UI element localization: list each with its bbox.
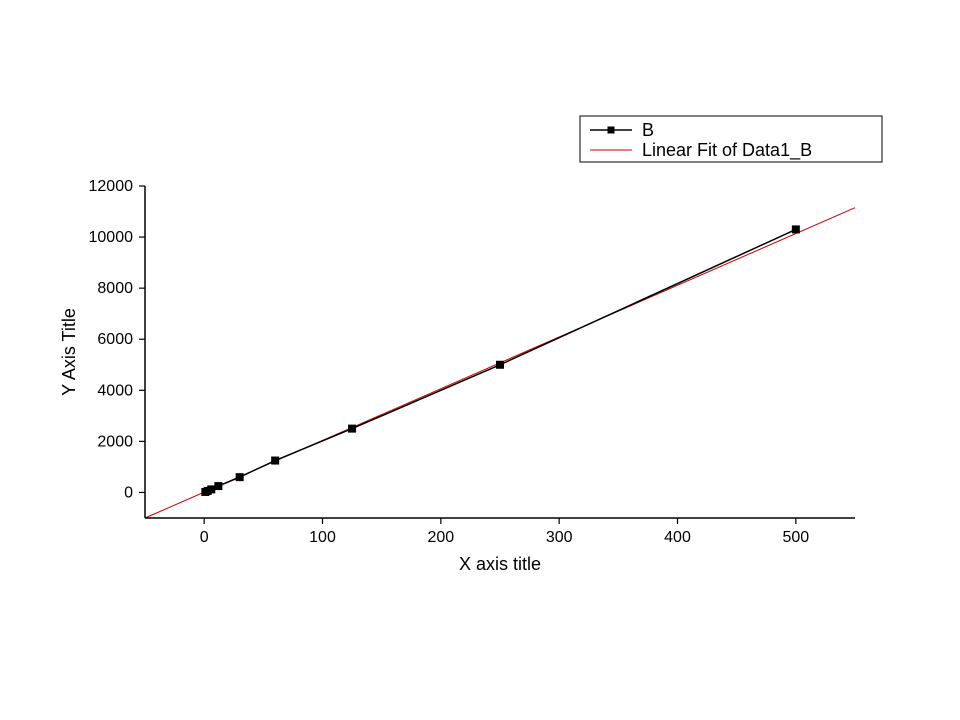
series-b-marker bbox=[792, 226, 799, 233]
legend-b-label: B bbox=[642, 120, 654, 140]
x-tick-label: 400 bbox=[664, 529, 691, 546]
legend-fit-label: Linear Fit of Data1_B bbox=[642, 140, 812, 161]
y-axis-title: Y Axis Title bbox=[59, 308, 79, 396]
series-b-marker bbox=[236, 474, 243, 481]
x-tick-label: 0 bbox=[200, 529, 209, 546]
chart-root: 0 100 200 300 400 500 X axis title 0 2000 4000 600… bbox=[0, 0, 960, 720]
series-b-marker bbox=[215, 483, 222, 490]
y-tick-label: 6000 bbox=[97, 331, 133, 348]
chart-background bbox=[0, 0, 960, 720]
series-b-marker bbox=[349, 425, 356, 432]
series-b-marker bbox=[497, 361, 504, 368]
x-tick-label: 500 bbox=[782, 529, 809, 546]
x-axis-title: X axis title bbox=[459, 554, 541, 574]
x-tick-label: 300 bbox=[546, 529, 573, 546]
series-b-marker bbox=[208, 486, 215, 493]
y-tick-label: 4000 bbox=[97, 382, 133, 399]
x-tick-label: 100 bbox=[309, 529, 336, 546]
y-tick-label: 0 bbox=[124, 484, 133, 501]
y-tick-label: 2000 bbox=[97, 433, 133, 450]
y-tick-label: 10000 bbox=[89, 229, 134, 246]
series-b-marker bbox=[272, 457, 279, 464]
x-tick-label: 200 bbox=[427, 529, 454, 546]
y-tick-label: 8000 bbox=[97, 280, 133, 297]
legend-b-marker bbox=[608, 127, 615, 134]
y-tick-label: 12000 bbox=[89, 178, 134, 195]
